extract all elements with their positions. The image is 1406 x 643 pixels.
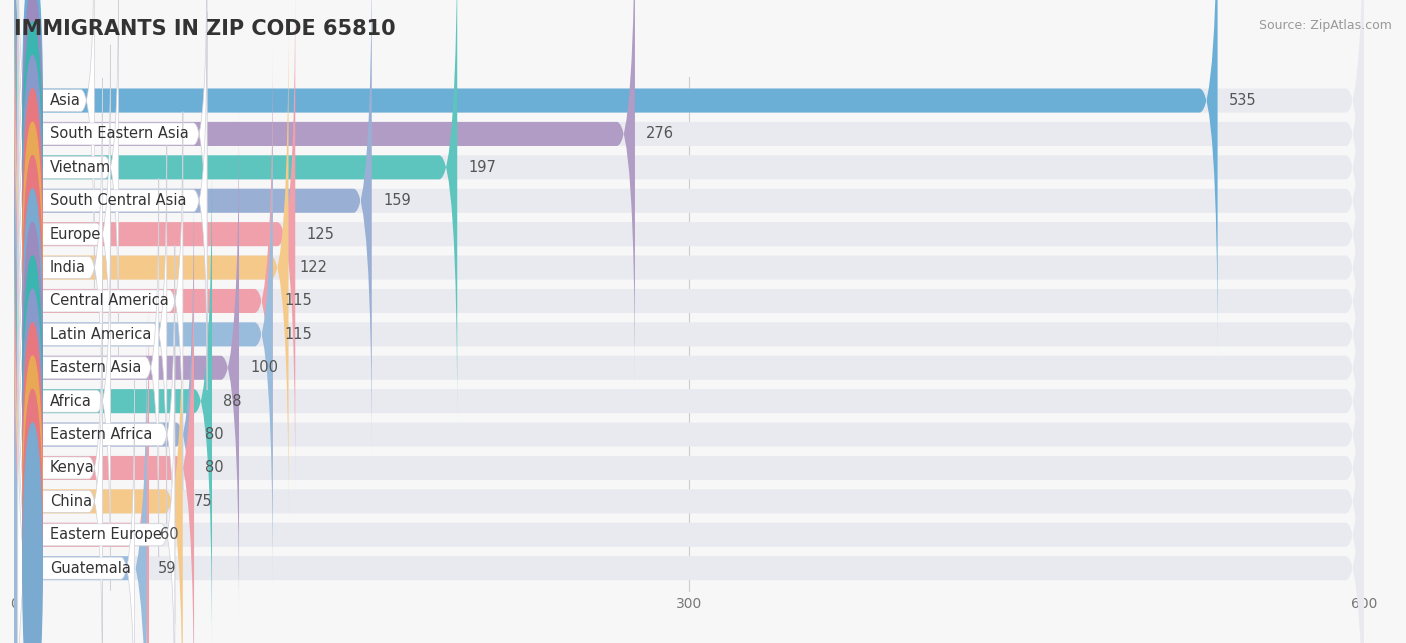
Text: Eastern Asia: Eastern Asia: [49, 360, 141, 376]
FancyBboxPatch shape: [18, 178, 159, 557]
FancyBboxPatch shape: [14, 46, 1364, 556]
FancyBboxPatch shape: [14, 179, 1364, 643]
FancyBboxPatch shape: [14, 146, 212, 643]
FancyBboxPatch shape: [18, 312, 103, 643]
Text: 75: 75: [194, 494, 212, 509]
Text: 88: 88: [224, 394, 242, 409]
Circle shape: [22, 189, 42, 480]
FancyBboxPatch shape: [14, 46, 273, 556]
Text: China: China: [49, 494, 91, 509]
FancyBboxPatch shape: [14, 179, 194, 643]
FancyBboxPatch shape: [18, 245, 174, 624]
Circle shape: [22, 289, 42, 580]
Text: India: India: [49, 260, 86, 275]
FancyBboxPatch shape: [14, 0, 1364, 456]
Text: 125: 125: [307, 226, 335, 242]
Text: IMMIGRANTS IN ZIP CODE 65810: IMMIGRANTS IN ZIP CODE 65810: [14, 19, 395, 39]
FancyBboxPatch shape: [14, 113, 239, 623]
Text: Europe: Europe: [49, 226, 101, 242]
Text: Asia: Asia: [49, 93, 80, 108]
Text: 197: 197: [468, 160, 496, 175]
FancyBboxPatch shape: [18, 112, 183, 491]
FancyBboxPatch shape: [14, 280, 149, 643]
Text: Africa: Africa: [49, 394, 91, 409]
Text: Central America: Central America: [49, 293, 169, 309]
Text: 80: 80: [205, 427, 224, 442]
Text: Vietnam: Vietnam: [49, 160, 111, 175]
Text: 60: 60: [160, 527, 179, 542]
Text: Kenya: Kenya: [49, 460, 94, 475]
Text: Eastern Africa: Eastern Africa: [49, 427, 152, 442]
Text: Source: ZipAtlas.com: Source: ZipAtlas.com: [1258, 19, 1392, 32]
Text: 276: 276: [647, 127, 675, 141]
Text: South Central Asia: South Central Asia: [49, 194, 186, 208]
Circle shape: [22, 323, 42, 613]
FancyBboxPatch shape: [14, 0, 457, 422]
FancyBboxPatch shape: [14, 146, 1364, 643]
FancyBboxPatch shape: [14, 213, 1364, 643]
FancyBboxPatch shape: [18, 78, 103, 457]
FancyBboxPatch shape: [18, 345, 174, 643]
FancyBboxPatch shape: [14, 0, 1364, 389]
Circle shape: [22, 55, 42, 346]
FancyBboxPatch shape: [18, 12, 207, 390]
Circle shape: [22, 256, 42, 547]
FancyBboxPatch shape: [14, 113, 1364, 623]
Circle shape: [22, 390, 42, 643]
Circle shape: [22, 156, 42, 446]
Circle shape: [22, 0, 42, 246]
Circle shape: [22, 122, 42, 413]
FancyBboxPatch shape: [14, 12, 288, 523]
FancyBboxPatch shape: [18, 212, 111, 590]
Circle shape: [22, 423, 42, 643]
Text: South Eastern Asia: South Eastern Asia: [49, 127, 188, 141]
FancyBboxPatch shape: [14, 12, 1364, 523]
Text: 159: 159: [382, 194, 411, 208]
FancyBboxPatch shape: [18, 0, 118, 357]
FancyBboxPatch shape: [14, 0, 1364, 356]
Text: 59: 59: [157, 561, 177, 575]
Text: 115: 115: [284, 327, 312, 342]
Text: 122: 122: [299, 260, 328, 275]
Text: 535: 535: [1229, 93, 1257, 108]
FancyBboxPatch shape: [18, 278, 103, 643]
FancyBboxPatch shape: [14, 79, 273, 590]
FancyBboxPatch shape: [14, 313, 146, 643]
FancyBboxPatch shape: [14, 213, 194, 643]
FancyBboxPatch shape: [14, 246, 183, 643]
Circle shape: [22, 22, 42, 312]
FancyBboxPatch shape: [14, 0, 371, 456]
FancyBboxPatch shape: [18, 0, 207, 323]
FancyBboxPatch shape: [14, 0, 636, 389]
Circle shape: [22, 356, 42, 643]
FancyBboxPatch shape: [14, 246, 1364, 643]
Circle shape: [22, 89, 42, 379]
Text: 115: 115: [284, 293, 312, 309]
Text: 80: 80: [205, 460, 224, 475]
Text: Eastern Europe: Eastern Europe: [49, 527, 162, 542]
Text: 100: 100: [250, 360, 278, 376]
FancyBboxPatch shape: [14, 280, 1364, 643]
FancyBboxPatch shape: [14, 0, 1364, 422]
FancyBboxPatch shape: [18, 379, 135, 643]
FancyBboxPatch shape: [14, 79, 1364, 590]
Circle shape: [22, 222, 42, 513]
FancyBboxPatch shape: [18, 45, 111, 424]
FancyBboxPatch shape: [18, 0, 94, 290]
FancyBboxPatch shape: [14, 313, 1364, 643]
FancyBboxPatch shape: [14, 0, 1218, 356]
Text: Latin America: Latin America: [49, 327, 150, 342]
FancyBboxPatch shape: [14, 0, 295, 489]
FancyBboxPatch shape: [14, 0, 1364, 489]
Circle shape: [22, 0, 42, 279]
FancyBboxPatch shape: [18, 145, 167, 524]
Text: Guatemala: Guatemala: [49, 561, 131, 575]
